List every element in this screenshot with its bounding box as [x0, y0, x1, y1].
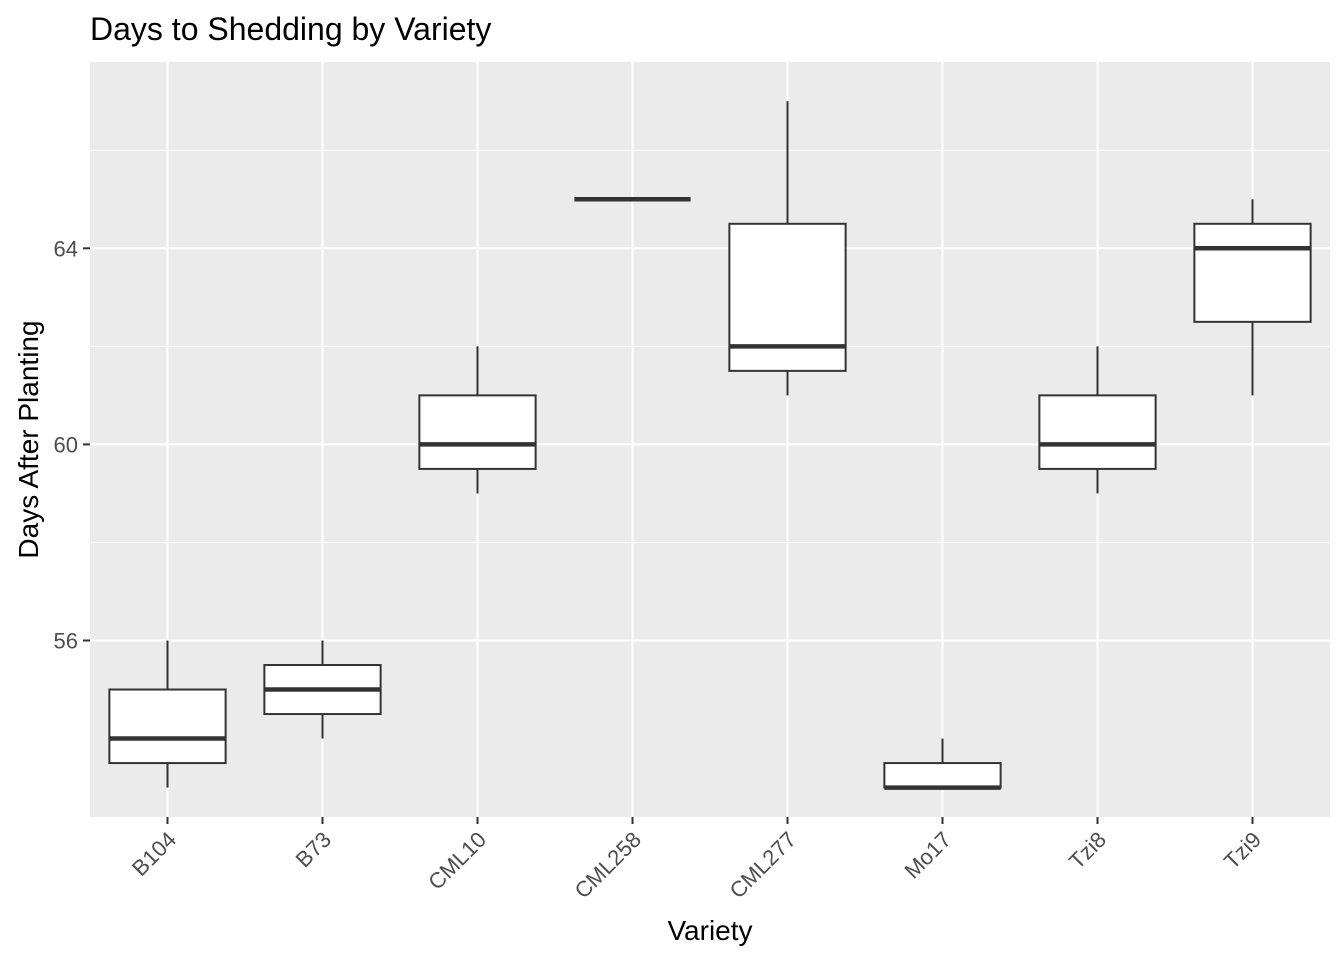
- box-iqr: [728, 222, 847, 372]
- grid-lines: [90, 62, 1330, 817]
- x-tick-label: CML258: [570, 827, 646, 903]
- y-axis-title: Days After Planting: [13, 320, 44, 558]
- box-iqr: [1193, 222, 1312, 323]
- box-CML277: [728, 101, 847, 396]
- x-tick-label: CML277: [725, 827, 801, 903]
- y-tick-label: 64: [54, 236, 78, 261]
- box-CML10: [418, 346, 537, 494]
- box-iqr: [108, 688, 227, 765]
- chart-title: Days to Shedding by Variety: [90, 11, 491, 47]
- box-B104: [108, 640, 227, 788]
- x-tick-label: B73: [291, 827, 336, 872]
- x-tick-label: Tzi8: [1064, 827, 1111, 874]
- box-Tzi8: [1038, 346, 1157, 494]
- box-iqr: [1038, 394, 1157, 470]
- y-tick-label: 60: [54, 432, 78, 457]
- box-Tzi9: [1193, 199, 1312, 396]
- x-tick-label: Mo17: [899, 827, 956, 884]
- x-tick-label: CML10: [423, 827, 491, 895]
- x-tick-label: Tzi9: [1219, 827, 1266, 874]
- x-axis-title: Variety: [667, 915, 752, 946]
- box-Mo17: [883, 738, 1002, 790]
- box-B73: [263, 640, 382, 739]
- boxes: [108, 101, 1312, 790]
- box-iqr: [883, 762, 1002, 789]
- y-tick-label: 56: [54, 629, 78, 654]
- x-tick-label: B104: [127, 827, 181, 881]
- box-iqr: [418, 394, 537, 470]
